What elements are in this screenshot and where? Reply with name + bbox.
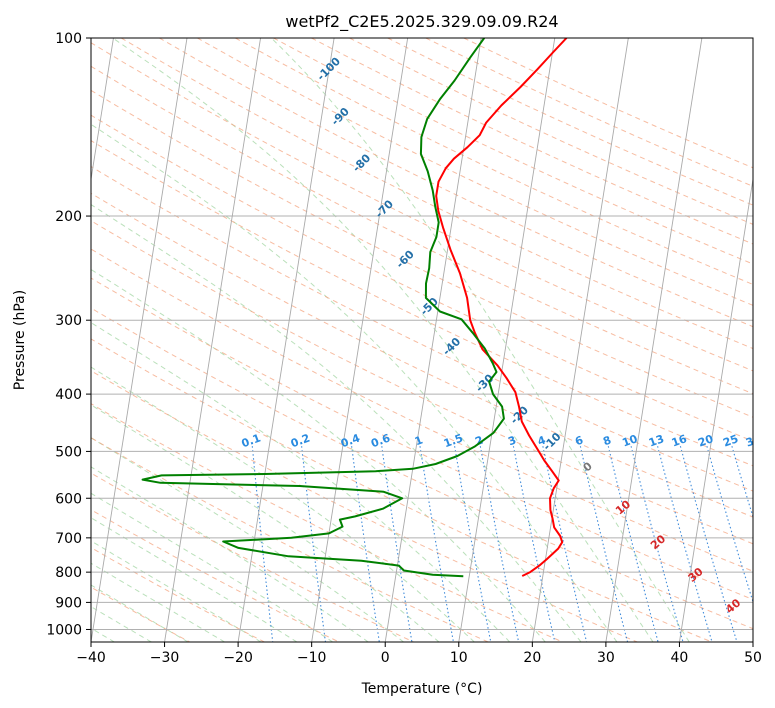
- mixing-ratio-line-13: [657, 446, 713, 642]
- isotherm: [384, 38, 482, 642]
- y-tick-label: 1000: [46, 622, 82, 638]
- dry-adiabat: [91, 192, 753, 518]
- x-tick-label: 0: [381, 650, 390, 666]
- mixing-ratio-line-0.1: [251, 446, 274, 642]
- moist-adiabat: [91, 466, 369, 642]
- x-tick-label: 50: [744, 650, 762, 666]
- x-tick-label: −10: [297, 650, 327, 666]
- x-tick-label: −40: [76, 650, 106, 666]
- x-axis-label: Temperature (°C): [361, 681, 483, 697]
- y-tick-label: 400: [55, 387, 82, 403]
- mixing-ratio-label-25: 25: [721, 432, 740, 449]
- dry-adiabat: [91, 509, 340, 642]
- mixing-ratio-label-3: 3: [506, 433, 518, 448]
- dry-adiabat: [91, 42, 753, 372]
- moist-adiabats: [91, 38, 690, 642]
- isotherm: [91, 38, 114, 183]
- dry-adiabat: [91, 472, 414, 642]
- dry-adiabat: [91, 403, 563, 642]
- isotherm: [679, 176, 753, 642]
- sounding-profiles: [141, 38, 568, 578]
- y-tick-label: 500: [55, 444, 82, 460]
- mixing-ratio-line-4: [542, 446, 588, 642]
- mixing-ratio-label-6: 6: [573, 433, 585, 448]
- x-tick-label: −20: [223, 650, 253, 666]
- isotherm: [458, 38, 556, 642]
- mixing-ratio-label-8: 8: [601, 433, 613, 448]
- moist-adiabat: [91, 366, 475, 642]
- isotherm: [164, 38, 261, 642]
- dry-adiabats: [91, 38, 753, 642]
- dry-adiabat: [91, 547, 265, 642]
- mixing-ratio-line-16: [679, 446, 738, 642]
- mixing-ratio-label-4: 4: [536, 433, 548, 448]
- dry-adiabat: [91, 165, 753, 492]
- mixing-ratio-label-20: 20: [696, 432, 715, 450]
- mixing-ratio-label-0.6: 0.6: [369, 431, 392, 450]
- moist-adiabat: [91, 204, 582, 642]
- dry-adiabat: [120, 38, 753, 350]
- y-tick-label: 700: [55, 531, 82, 547]
- dry-adiabat: [91, 248, 753, 572]
- isotherm: [311, 38, 409, 642]
- mixing-ratio-label-16: 16: [670, 432, 689, 450]
- isotherm: [605, 38, 703, 642]
- x-tick-label: −30: [150, 650, 180, 666]
- axes-frame: [90, 37, 754, 643]
- x-tick-label: 10: [450, 650, 468, 666]
- y-tick-label: 900: [55, 595, 82, 611]
- y-axis-ticks: 100 200 300 400 500 600 700 800 900 1000: [46, 31, 91, 638]
- mixing-ratio-label-1: 1: [413, 433, 425, 448]
- temperature-profile-line: [435, 38, 568, 577]
- y-axis-label: Pressure (hPa): [12, 290, 28, 390]
- dewpoint-profile-line: [141, 38, 505, 578]
- mixing-ratio-label-10: 10: [620, 432, 639, 450]
- dry-adiabat: [91, 277, 753, 601]
- x-tick-label: 20: [523, 650, 541, 666]
- mixing-ratio-label-1.5: 1.5: [442, 431, 465, 450]
- dry-adiabat: [91, 307, 753, 630]
- dry-adiabat: [91, 65, 753, 395]
- isobars: [91, 38, 753, 630]
- mixing-ratio-label-0.2: 0.2: [289, 431, 312, 450]
- mixing-ratio-line-8: [607, 446, 659, 642]
- dry-adiabat: [91, 220, 753, 545]
- moist-adiabat: [91, 540, 262, 642]
- x-tick-label: 40: [671, 650, 689, 666]
- y-tick-label: 800: [55, 565, 82, 581]
- isotherm: [237, 38, 335, 642]
- plot-area: 0.10.20.40.611.52346810131620253036-100-…: [91, 38, 763, 642]
- mixing-ratio-label-0.4: 0.4: [339, 431, 362, 450]
- y-tick-label: 200: [55, 209, 82, 225]
- mixing-ratio-line-0.6: [381, 446, 413, 642]
- mixing-ratio-line-1.5: [454, 446, 492, 642]
- y-tick-label: 300: [55, 313, 82, 329]
- isotherm: [531, 38, 629, 642]
- chart-title: wetPf2_C2E5.2025.329.09.09.R24: [285, 12, 558, 32]
- x-axis-ticks: −40 −30 −20 −10 0 10 20 30 40 50: [76, 642, 762, 666]
- moist-adiabat: [91, 404, 440, 642]
- mixing-ratio-lines: [251, 446, 753, 642]
- y-tick-label: 100: [55, 31, 82, 47]
- mixing-ratio-label-30: 30: [744, 432, 763, 450]
- mixing-ratio-line-6: [579, 446, 629, 642]
- moist-adiabat: [91, 268, 546, 642]
- mixing-ratio-line-1: [419, 446, 454, 642]
- mixing-ratio-line-20: [706, 446, 753, 604]
- mixing-ratio-label-2: 2: [473, 433, 485, 448]
- y-tick-label: 600: [55, 491, 82, 507]
- mixing-ratio-line-0.2: [301, 446, 327, 642]
- dry-adiabat: [91, 437, 489, 642]
- mixing-ratio-label-0.1: 0.1: [240, 431, 263, 450]
- isotherm: [91, 38, 188, 642]
- moist-adiabat: [91, 492, 333, 642]
- moist-adiabat: [112, 38, 654, 642]
- mixing-ratio-label-13: 13: [647, 432, 666, 449]
- moist-adiabat: [270, 38, 690, 642]
- x-tick-label: 30: [597, 650, 615, 666]
- isotherms: [91, 38, 753, 642]
- moist-adiabat: [91, 123, 618, 642]
